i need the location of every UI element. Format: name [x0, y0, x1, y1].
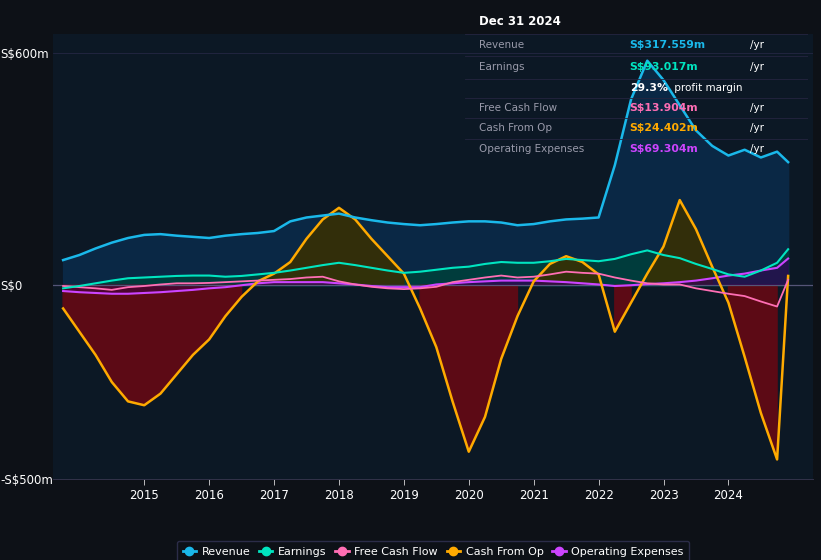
Text: /yr: /yr [750, 103, 764, 113]
Text: S$93.017m: S$93.017m [630, 62, 699, 72]
Text: S$24.402m: S$24.402m [630, 124, 699, 133]
Text: Dec 31 2024: Dec 31 2024 [479, 15, 561, 29]
Text: profit margin: profit margin [671, 83, 742, 94]
Text: /yr: /yr [750, 144, 764, 154]
Text: /yr: /yr [750, 62, 764, 72]
Text: S$69.304m: S$69.304m [630, 144, 699, 154]
Text: S$317.559m: S$317.559m [630, 40, 706, 50]
Text: Revenue: Revenue [479, 40, 524, 50]
Text: 29.3%: 29.3% [630, 83, 667, 94]
Text: Free Cash Flow: Free Cash Flow [479, 103, 557, 113]
Text: /yr: /yr [750, 40, 764, 50]
Text: S$13.904m: S$13.904m [630, 103, 699, 113]
Legend: Revenue, Earnings, Free Cash Flow, Cash From Op, Operating Expenses: Revenue, Earnings, Free Cash Flow, Cash … [177, 541, 689, 560]
Text: Cash From Op: Cash From Op [479, 124, 552, 133]
Text: Operating Expenses: Operating Expenses [479, 144, 584, 154]
Text: Earnings: Earnings [479, 62, 525, 72]
Text: /yr: /yr [750, 124, 764, 133]
